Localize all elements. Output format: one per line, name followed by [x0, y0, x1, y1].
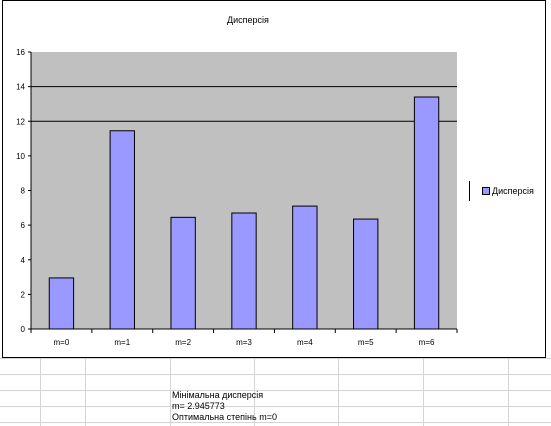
y-tick-label: 2: [21, 290, 26, 299]
bar: [109, 130, 135, 330]
sheet-grid-line: [0, 390, 551, 391]
sheet-grid-line: [0, 406, 551, 407]
chart-title: Дисперсія: [227, 15, 269, 25]
x-tick-label: m=4: [297, 338, 313, 347]
y-tick-label: 6: [21, 221, 26, 230]
x-tick-label: m=2: [175, 338, 191, 347]
bar-chart: 0 2 4 6 8 10 12 14 16 m=0 m=1 m=2 m=3 m=4 m=5 m=6: [16, 48, 458, 347]
y-tick-label: 14: [16, 83, 25, 92]
x-tick-label: m=6: [419, 338, 435, 347]
x-tick-label: m=1: [114, 338, 130, 347]
bar: [231, 212, 257, 330]
sheet-grid-line: [508, 358, 509, 426]
x-tick-label: m=3: [236, 338, 252, 347]
sheet-grid-line: [254, 358, 255, 426]
sheet-grid-line: [0, 358, 551, 359]
min-variance-label: Мінімальна дисперсія: [172, 390, 264, 400]
bar: [292, 205, 318, 330]
y-tick-label: 8: [21, 187, 26, 196]
bar: [353, 218, 379, 330]
sheet-grid-line: [0, 422, 551, 423]
y-tick-label: 12: [16, 117, 25, 126]
chart-area[interactable]: Дисперсія 0 2 4 6 8 10 12 14 16 m=0 m=1 m=2 m=3 m=4 m=…: [2, 0, 546, 358]
y-tick-label: 16: [16, 48, 25, 57]
y-tick-label: 0: [21, 325, 26, 334]
legend[interactable]: Дисперсія: [469, 181, 534, 201]
legend-label: Дисперсія: [492, 186, 534, 196]
sheet-grid-line: [40, 358, 41, 426]
min-variance-value: m= 2.945773: [172, 401, 225, 411]
sheet-grid-line: [85, 358, 86, 426]
sheet-grid-line: [338, 358, 339, 426]
x-tick-label: m=0: [54, 338, 70, 347]
y-tick-label: 10: [16, 152, 25, 161]
bar: [413, 96, 440, 330]
sheet-grid-line: [170, 358, 171, 426]
bar: [48, 277, 75, 330]
y-tick-label: 4: [21, 256, 26, 265]
legend-swatch: [482, 187, 490, 195]
optimal-degree-text: Оптимальна степінь m=0: [172, 412, 277, 422]
sheet-grid-line: [0, 374, 551, 375]
bar: [170, 216, 196, 330]
x-tick-label: m=5: [358, 338, 374, 347]
sheet-grid-line: [423, 358, 424, 426]
